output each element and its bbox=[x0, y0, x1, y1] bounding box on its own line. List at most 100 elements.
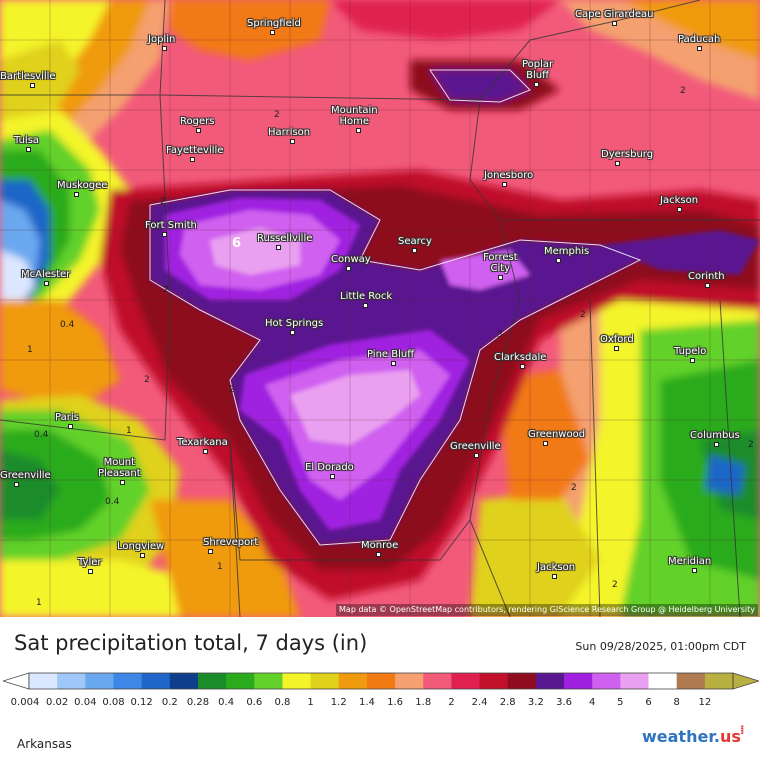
city-label: Fayetteville bbox=[166, 145, 224, 156]
legend-tick-label: 0.6 bbox=[246, 697, 263, 708]
map-attribution[interactable]: Map data © OpenStreetMap contributors, r… bbox=[336, 604, 758, 616]
city-marker bbox=[270, 30, 275, 35]
city-marker bbox=[412, 248, 417, 253]
city-label: Meridian bbox=[668, 556, 712, 567]
city-marker bbox=[498, 275, 503, 280]
legend-tick-label: 6 bbox=[645, 697, 652, 708]
scale-swatch bbox=[507, 673, 537, 689]
city-marker bbox=[612, 21, 617, 26]
map-title: Sat precipitation total, 7 days (in) bbox=[14, 631, 368, 655]
city-label: Forrest City bbox=[483, 252, 518, 274]
city-marker bbox=[543, 441, 548, 446]
legend-tick-label: 0.04 bbox=[74, 697, 97, 708]
city-marker bbox=[391, 361, 396, 366]
city-label: Texarkana bbox=[177, 437, 228, 448]
logo-text: weather. bbox=[642, 727, 721, 746]
logo-accent: us bbox=[720, 727, 741, 746]
city-marker bbox=[68, 424, 73, 429]
scale-swatch bbox=[113, 673, 143, 689]
city-marker bbox=[140, 553, 145, 558]
city-marker bbox=[705, 283, 710, 288]
city-label: Poplar Bluff bbox=[522, 59, 554, 81]
city-marker bbox=[290, 139, 295, 144]
weather-us-logo[interactable]: weather.us ⁞ bbox=[642, 723, 745, 746]
city-label: Pine Bluff bbox=[367, 349, 415, 360]
city-marker bbox=[714, 442, 719, 447]
scale-swatch bbox=[57, 673, 86, 689]
contour-label: 2 bbox=[580, 310, 586, 320]
region-label: Arkansas bbox=[17, 737, 72, 751]
city-label: Conway bbox=[331, 254, 371, 265]
city-marker bbox=[74, 192, 79, 197]
scale-swatch bbox=[535, 673, 565, 689]
city-label: Columbus bbox=[690, 430, 740, 441]
legend-tick-label: 0.8 bbox=[274, 697, 291, 708]
city-marker bbox=[290, 330, 295, 335]
legend-tick-label: 1 bbox=[307, 697, 314, 708]
scale-swatch bbox=[310, 673, 340, 689]
legend-tick-label: 0.2 bbox=[161, 697, 178, 708]
city-marker bbox=[162, 232, 167, 237]
city-label: Corinth bbox=[688, 271, 725, 282]
contour-label: 3 bbox=[497, 330, 503, 340]
legend-tick-label: 0.08 bbox=[102, 697, 125, 708]
legend-tick-label: 0.4 bbox=[218, 697, 235, 708]
city-label: Mountain Home bbox=[331, 105, 378, 127]
contour-label: 2 bbox=[612, 580, 618, 590]
city-label: Muskogee bbox=[57, 180, 108, 191]
contour-label: 2 bbox=[571, 483, 577, 493]
scale-swatch bbox=[338, 673, 368, 689]
city-marker bbox=[690, 358, 695, 363]
city-label: Paris bbox=[55, 412, 79, 423]
legend-tick-label: 12 bbox=[698, 697, 712, 708]
scale-swatch bbox=[254, 673, 283, 689]
city-marker bbox=[203, 449, 208, 454]
legend-tick-label: 3.6 bbox=[556, 697, 572, 708]
city-marker bbox=[552, 574, 557, 579]
contour-label: 2 bbox=[680, 86, 686, 96]
city-label: Greenville bbox=[450, 441, 501, 452]
city-marker bbox=[520, 364, 525, 369]
city-label: McAlester bbox=[21, 269, 71, 280]
city-label: Greenville bbox=[0, 470, 51, 481]
scale-swatch bbox=[451, 673, 481, 689]
color-scale-legend bbox=[3, 672, 759, 690]
scale-swatch bbox=[85, 673, 114, 689]
city-marker bbox=[692, 568, 697, 573]
city-marker bbox=[330, 474, 335, 479]
scale-swatch bbox=[395, 673, 424, 689]
city-marker bbox=[162, 46, 167, 51]
legend-tick-label: 1.8 bbox=[415, 697, 432, 708]
scale-swatch bbox=[592, 673, 621, 689]
scale-swatch bbox=[226, 673, 255, 689]
precipitation-map[interactable]: Springfield Cape Girardeau Joplin Paduca… bbox=[0, 0, 760, 617]
city-label: Longview bbox=[117, 541, 165, 552]
splash-icon: ⁞ bbox=[740, 723, 745, 737]
legend-tick-label: 0.004 bbox=[10, 697, 40, 708]
precipitation-field bbox=[0, 0, 760, 617]
city-marker bbox=[363, 303, 368, 308]
city-label: Jackson bbox=[660, 195, 699, 206]
scale-swatch bbox=[620, 673, 650, 689]
city-label: Jackson bbox=[537, 562, 576, 573]
city-marker bbox=[534, 82, 539, 87]
city-label: Bartlesville bbox=[0, 71, 56, 82]
city-label: Tulsa bbox=[14, 135, 40, 146]
scale-swatch bbox=[648, 673, 678, 689]
scale-min-arrow bbox=[3, 672, 30, 690]
scale-swatch bbox=[197, 673, 227, 689]
contour-label: 1 bbox=[217, 562, 223, 572]
scale-swatch bbox=[366, 673, 396, 689]
city-marker bbox=[190, 157, 195, 162]
city-marker bbox=[14, 482, 19, 487]
scale-frame bbox=[28, 672, 734, 690]
legend-tick-label: 2 bbox=[448, 697, 455, 708]
city-label: Harrison bbox=[268, 127, 311, 138]
city-marker bbox=[30, 83, 35, 88]
contour-label: 2 bbox=[274, 110, 280, 120]
city-label: Fort Smith bbox=[145, 220, 197, 231]
city-label: Rogers bbox=[180, 116, 215, 127]
city-label: Searcy bbox=[398, 236, 432, 247]
city-label: Hot Springs bbox=[265, 318, 324, 329]
contour-label: 0.4 bbox=[60, 320, 75, 330]
